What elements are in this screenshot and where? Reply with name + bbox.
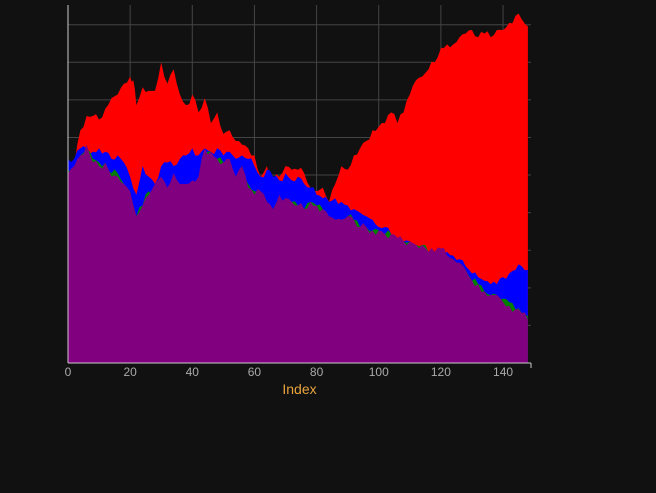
x-tick-label: 20 [123,365,137,379]
x-tick-label: 100 [369,365,389,379]
x-axis-label: Index [282,381,316,397]
x-tick-label: 60 [248,365,262,379]
area-series-4 [68,144,528,363]
x-tick-label: 120 [431,365,451,379]
x-tick-label: 40 [186,365,200,379]
x-tick-label: 140 [493,365,513,379]
x-tick-label: 0 [65,365,72,379]
x-tick-label: 80 [310,365,324,379]
